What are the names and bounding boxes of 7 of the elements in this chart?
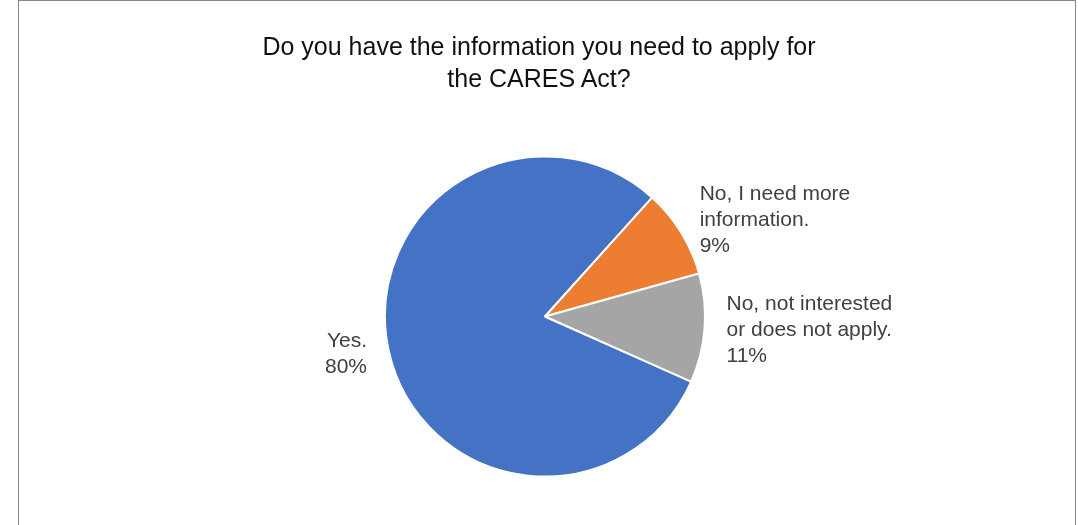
data-label: 11% bbox=[726, 342, 767, 366]
slice-label: No, not interested or does not apply. bbox=[726, 290, 893, 340]
data-label: 9% bbox=[699, 233, 731, 257]
slice-label: No, I need more information. bbox=[699, 181, 851, 231]
data-label: 80% bbox=[324, 354, 367, 378]
chart-title: Do you have the information you need to apply for the CARES Act? bbox=[261, 31, 817, 94]
slice-label: Yes. bbox=[326, 328, 367, 352]
